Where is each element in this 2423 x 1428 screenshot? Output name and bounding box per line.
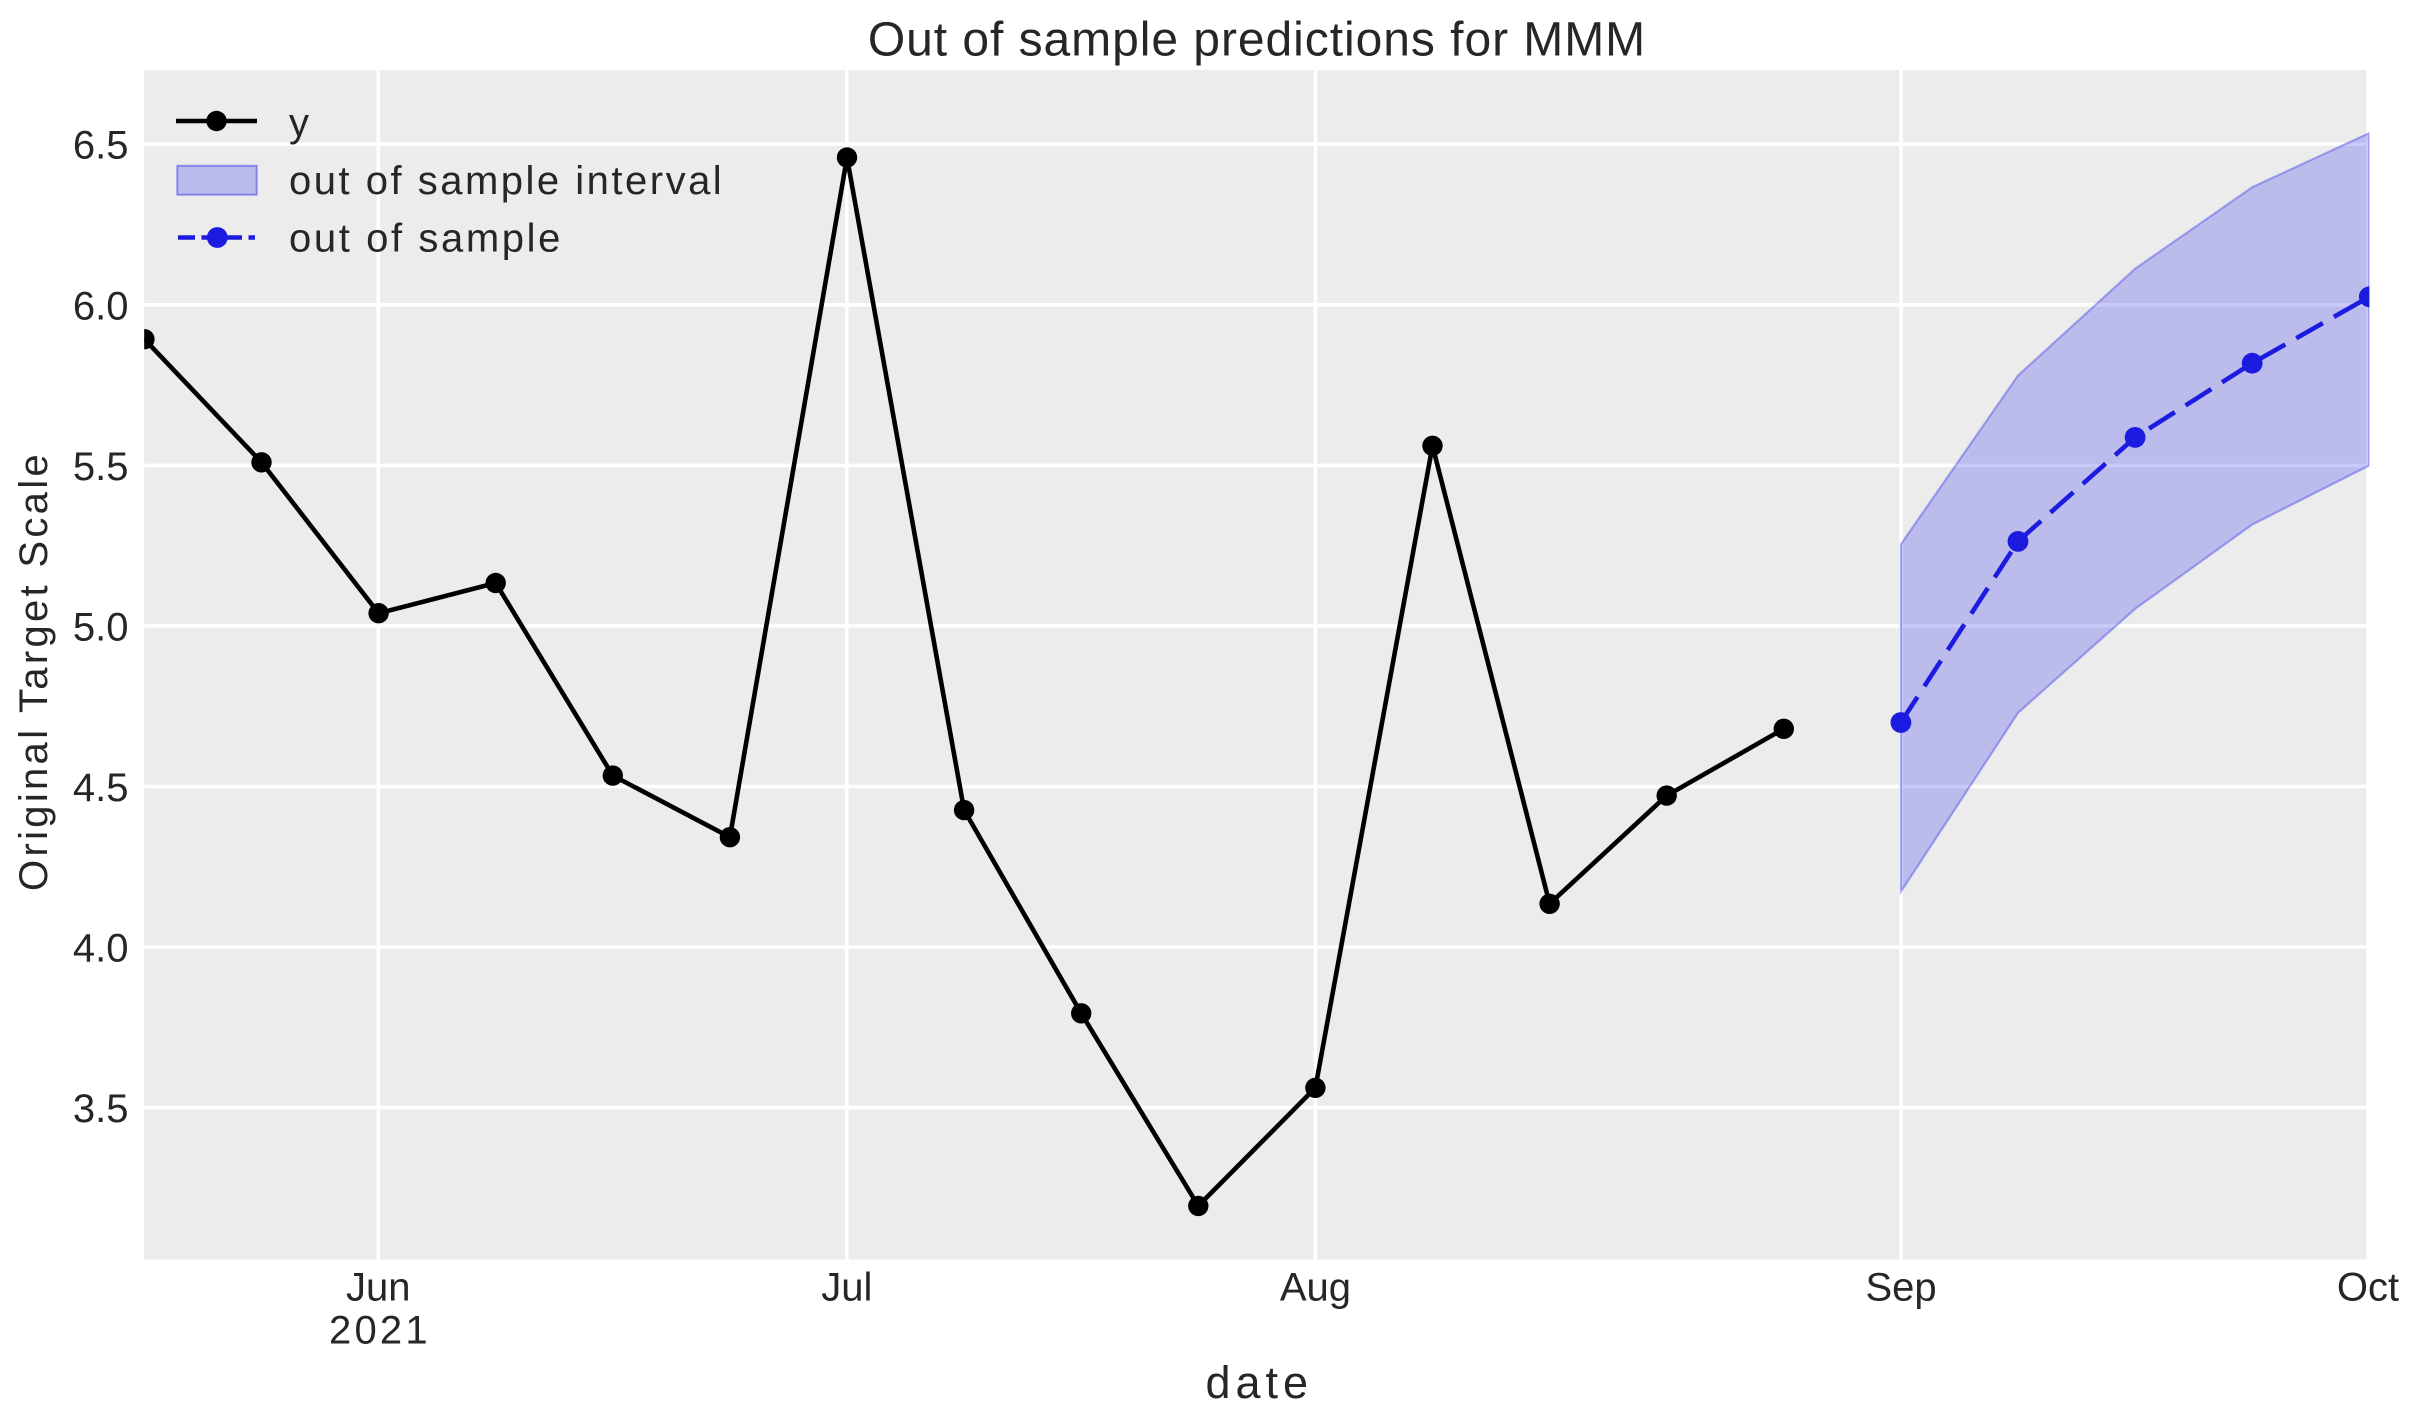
svg-text:Original Target Scale: Original Target Scale bbox=[12, 451, 56, 891]
svg-text:Jul: Jul bbox=[821, 1266, 872, 1310]
svg-text:Out of sample predictions for: Out of sample predictions for MMM bbox=[868, 13, 1646, 66]
svg-text:5.0: 5.0 bbox=[73, 605, 129, 649]
svg-text:Jun: Jun bbox=[346, 1266, 411, 1310]
svg-text:y: y bbox=[289, 101, 309, 145]
svg-text:2021: 2021 bbox=[329, 1309, 431, 1353]
svg-text:Aug: Aug bbox=[1280, 1266, 1351, 1310]
svg-text:5.5: 5.5 bbox=[73, 445, 129, 489]
svg-text:3.5: 3.5 bbox=[73, 1087, 129, 1131]
svg-text:out of sample: out of sample bbox=[289, 217, 563, 261]
svg-text:6.5: 6.5 bbox=[73, 124, 129, 168]
svg-text:4.5: 4.5 bbox=[73, 766, 129, 810]
svg-text:Sep: Sep bbox=[1866, 1266, 1937, 1310]
svg-text:out of sample interval: out of sample interval bbox=[289, 159, 724, 203]
svg-text:Oct: Oct bbox=[2337, 1266, 2399, 1310]
svg-text:4.0: 4.0 bbox=[73, 927, 129, 971]
svg-text:date: date bbox=[1206, 1357, 1314, 1408]
svg-text:6.0: 6.0 bbox=[73, 284, 129, 328]
